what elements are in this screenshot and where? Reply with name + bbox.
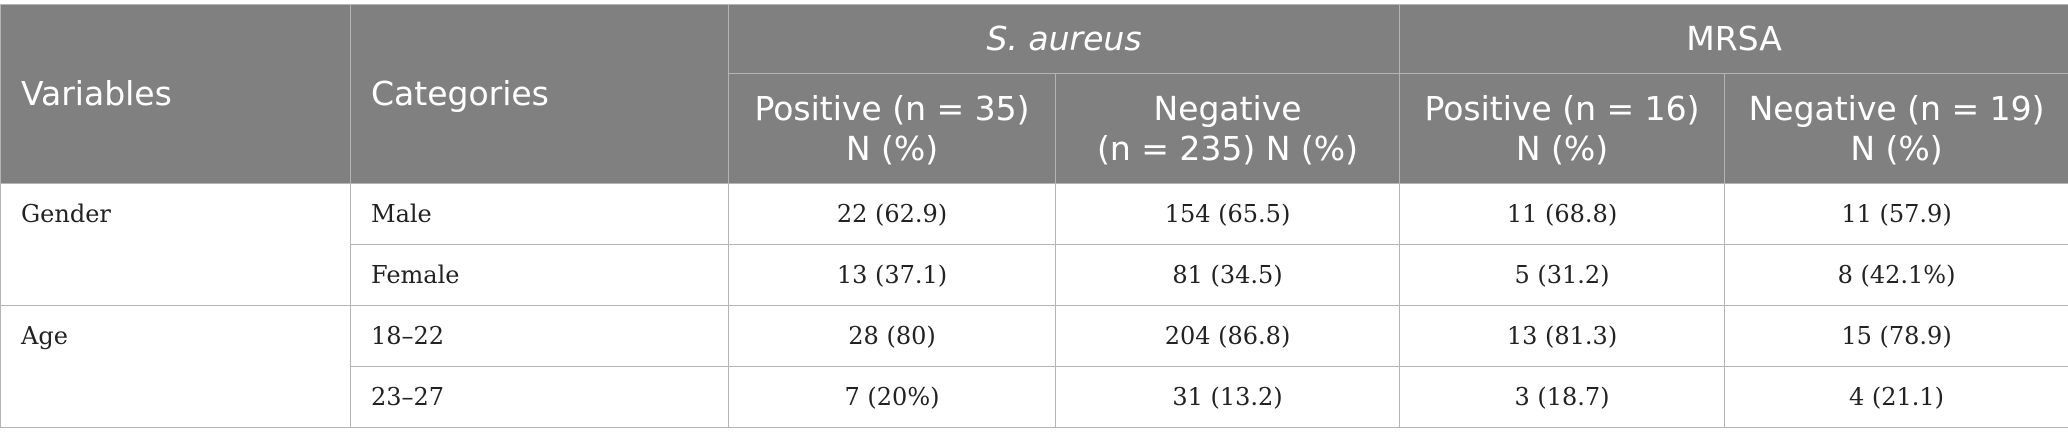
header-s-aureus-positive: Positive (n = 35) N (%) (728, 73, 1056, 184)
header-s-aureus-negative-line2: (n = 235) N (%) (1096, 128, 1359, 168)
mrsa-negative-cell: 15 (78.9) (1724, 305, 2068, 367)
header-mrsa-negative-line1: Negative (n = 19) (1748, 88, 2045, 128)
mrsa-positive-cell: 11 (68.8) (1399, 183, 1726, 245)
header-row-subcolumns: Positive (n = 35) N (%) Negative (n = 23… (1, 73, 2068, 184)
header-mrsa-positive: Positive (n = 16) N (%) (1399, 73, 1726, 184)
header-group-s-aureus: S. aureus (727, 3, 1401, 75)
variable-cell-age: Age (0, 305, 351, 428)
category-cell: 23–27 (350, 366, 729, 428)
table-body: Gender Male 22 (62.9) 154 (65.5) 11 (68.… (0, 183, 2068, 428)
header-s-aureus-negative: Negative (n = 235) N (%) (1054, 73, 1401, 184)
table-header: Variables Categories S. aureus MRSA Posi… (0, 3, 2068, 184)
category-cell: Female (350, 244, 729, 306)
table-row: Gender Male 22 (62.9) 154 (65.5) 11 (68.… (0, 183, 2068, 306)
header-s-aureus-negative-line1: Negative (1153, 88, 1302, 128)
mrsa-negative-cell: 11 (57.9) (1724, 183, 2068, 245)
category-cell: Male (350, 183, 729, 245)
s-aureus-positive-cell: 13 (37.1) (728, 244, 1056, 306)
mrsa-positive-cell: 5 (31.2) (1399, 244, 1726, 306)
table-row: Age 18–22 28 (80) 204 (86.8) 13 (81.3) 1… (0, 305, 2068, 428)
header-categories: Categories (350, 4, 729, 184)
mrsa-positive-cell: 3 (18.7) (1399, 366, 1726, 428)
s-aureus-positive-cell: 28 (80) (728, 305, 1056, 367)
header-row-groups: Variables Categories S. aureus MRSA (0, 3, 2068, 184)
header-mrsa-positive-line2: N (%) (1515, 128, 1609, 168)
mrsa-negative-cell: 8 (42.1%) (1724, 244, 2068, 306)
header-s-aureus-positive-line1: Positive (n = 35) (754, 88, 1030, 128)
s-aureus-positive-cell: 7 (20%) (728, 366, 1056, 428)
header-mrsa-negative-line2: N (%) (1850, 128, 1943, 168)
header-mrsa-negative: Negative (n = 19) N (%) (1724, 73, 2068, 184)
mrsa-negative-cell: 4 (21.1) (1724, 366, 2068, 428)
category-cell: 18–22 (350, 305, 729, 367)
header-mrsa-positive-line1: Positive (n = 16) (1424, 88, 1700, 128)
results-table: Variables Categories S. aureus MRSA Posi… (0, 3, 2068, 428)
table-row: 23–27 7 (20%) 31 (13.2) 3 (18.7) 4 (21.1… (1, 366, 2068, 428)
header-variables: Variables (0, 4, 351, 184)
s-aureus-positive-cell: 22 (62.9) (728, 183, 1056, 245)
group-s-aureus-label: S. aureus (986, 19, 1142, 59)
variable-cell-gender: Gender (0, 183, 351, 306)
s-aureus-negative-cell: 204 (86.8) (1054, 305, 1401, 367)
header-s-aureus-positive-line2: N (%) (845, 128, 939, 168)
mrsa-positive-cell: 13 (81.3) (1399, 305, 1726, 367)
s-aureus-negative-cell: 31 (13.2) (1054, 366, 1401, 428)
s-aureus-negative-cell: 81 (34.5) (1054, 244, 1401, 306)
header-group-mrsa: MRSA (1399, 3, 2068, 75)
s-aureus-negative-cell: 154 (65.5) (1054, 183, 1401, 245)
